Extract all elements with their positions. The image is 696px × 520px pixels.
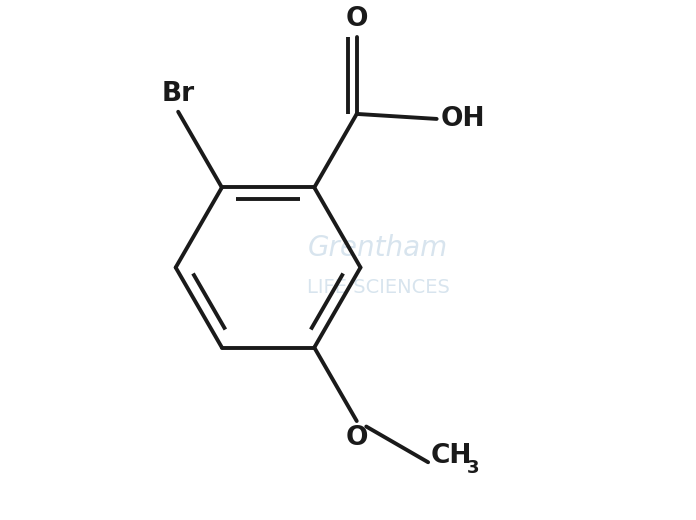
Text: OH: OH xyxy=(441,106,485,132)
Text: LIFE SCIENCES: LIFE SCIENCES xyxy=(306,278,450,297)
Text: Br: Br xyxy=(161,81,195,107)
Text: O: O xyxy=(345,6,368,32)
Text: CH: CH xyxy=(431,443,472,469)
Text: O: O xyxy=(345,425,368,451)
Text: Grentham: Grentham xyxy=(308,233,448,262)
Text: 3: 3 xyxy=(466,459,479,477)
